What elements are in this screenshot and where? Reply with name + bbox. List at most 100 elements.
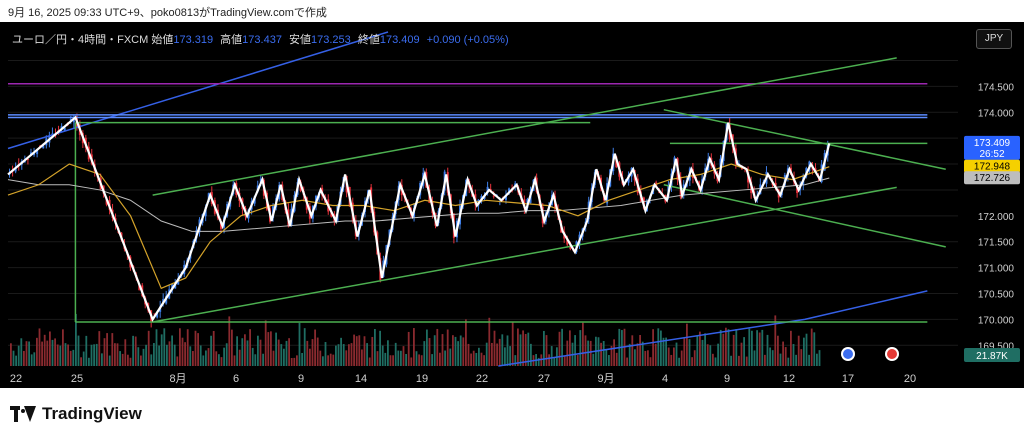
volume-bar — [553, 357, 556, 366]
volume-bar — [316, 337, 319, 366]
volume-bar — [673, 347, 675, 366]
volume-bar — [693, 350, 696, 366]
volume-bar — [361, 349, 363, 366]
volume-bar — [111, 333, 114, 366]
volume-bar — [641, 341, 644, 366]
volume-bar — [493, 330, 496, 366]
blue-lower-trend — [498, 290, 928, 367]
volume-bar — [10, 343, 12, 366]
volume-bar — [413, 328, 415, 366]
time-tick-label: 6 — [233, 373, 239, 385]
volume-bar — [220, 357, 223, 366]
volume-bar — [782, 341, 784, 366]
volume-bar — [98, 331, 101, 366]
price-tick-label: 170.000 — [978, 315, 1015, 326]
volume-bar — [545, 335, 548, 366]
price-label-text: 173.409 — [974, 138, 1011, 149]
volume-bar — [150, 354, 153, 366]
volume-bar — [106, 333, 108, 366]
volume-bar — [233, 355, 236, 366]
volume-bar — [636, 343, 639, 366]
price-chart[interactable]: 169.500 170.000 170.500 171.000 171.500 172.0… — [0, 22, 1024, 388]
volume-bar — [678, 357, 680, 366]
volume-bar — [335, 345, 337, 366]
price-label-box — [964, 171, 1020, 185]
time-tick-label: 25 — [71, 373, 83, 385]
volume-bar — [649, 357, 652, 366]
volume-bar — [23, 350, 25, 366]
volume-bar — [478, 347, 480, 366]
volume-bar — [288, 338, 290, 366]
volume-bar — [241, 338, 244, 366]
volume-bar — [254, 354, 257, 366]
volume-bar — [441, 334, 444, 366]
volume-bar — [498, 338, 501, 366]
volume-bar — [410, 357, 413, 366]
volume-bar — [82, 351, 85, 366]
currency-button[interactable]: JPY — [976, 29, 1012, 49]
candle-body — [504, 195, 507, 200]
volume-bar — [732, 334, 735, 366]
volume-bar — [795, 354, 797, 366]
volume-bar — [324, 342, 327, 366]
volume-bar — [384, 352, 387, 366]
price-tick-label: 171.000 — [978, 264, 1015, 275]
volume-bar — [506, 335, 509, 366]
falling-line-lower — [663, 184, 946, 248]
volume-bar — [275, 332, 277, 366]
volume-bar — [303, 328, 306, 366]
falling-line-upper — [663, 108, 946, 170]
volume-bar — [444, 350, 446, 366]
volume-bar — [485, 342, 488, 366]
volume-bar — [103, 338, 106, 366]
time-tick-label: 8月 — [169, 373, 186, 385]
volume-bar — [124, 339, 127, 366]
volume-bar — [792, 344, 795, 366]
low-label: 安値 — [289, 34, 311, 46]
volume-label-text: 21.87K — [976, 351, 1008, 362]
volume-bar — [569, 330, 571, 366]
volume-bar — [51, 339, 54, 366]
volume-bar — [738, 355, 740, 366]
volume-bar — [600, 342, 602, 366]
volume-bar — [389, 355, 392, 366]
volume-bar — [433, 335, 436, 366]
candle-body — [162, 299, 165, 303]
price-tick-label: 174.000 — [978, 108, 1015, 119]
volume-bar — [95, 343, 98, 366]
volume-bar — [259, 339, 262, 366]
volume-bar — [267, 332, 270, 366]
volume-bar — [602, 341, 605, 366]
volume-bar — [137, 347, 140, 366]
volume-bar — [236, 336, 238, 366]
volume-bar — [550, 346, 553, 366]
volume-bar — [704, 333, 706, 366]
volume-bar — [709, 345, 712, 366]
close-label: 終値 — [357, 34, 380, 46]
volume-bar — [114, 343, 116, 366]
volume-bar — [223, 347, 225, 366]
volume-bar — [186, 329, 189, 366]
ohlc-legend: ユーロ／円・4時間・FXCM 始値173.319 高値173.437 安値173… — [12, 31, 509, 47]
volume-bar — [392, 355, 394, 366]
volume-bar — [381, 345, 384, 366]
volume-bar — [140, 355, 142, 366]
volume-bar — [199, 345, 202, 366]
candle-body — [72, 119, 75, 123]
volume-bar — [62, 329, 64, 366]
volume-bar — [20, 338, 23, 366]
volume-bar — [722, 333, 725, 366]
volume-bar — [77, 335, 80, 366]
volume-bar — [665, 337, 667, 366]
volume-bar — [153, 343, 155, 366]
candle-body — [14, 167, 17, 172]
volume-bar — [589, 340, 592, 366]
time-tick-label: 20 — [904, 373, 916, 385]
volume-bar — [296, 355, 298, 366]
volume-bar — [761, 329, 764, 366]
open-value: 173.319 — [173, 34, 214, 46]
volume-bar — [205, 350, 207, 366]
volume-bar — [218, 354, 220, 366]
chart-area[interactable]: 169.500 170.000 170.500 171.000 171.500 172.0… — [0, 22, 1024, 388]
time-tick-label: 9 — [724, 373, 730, 385]
